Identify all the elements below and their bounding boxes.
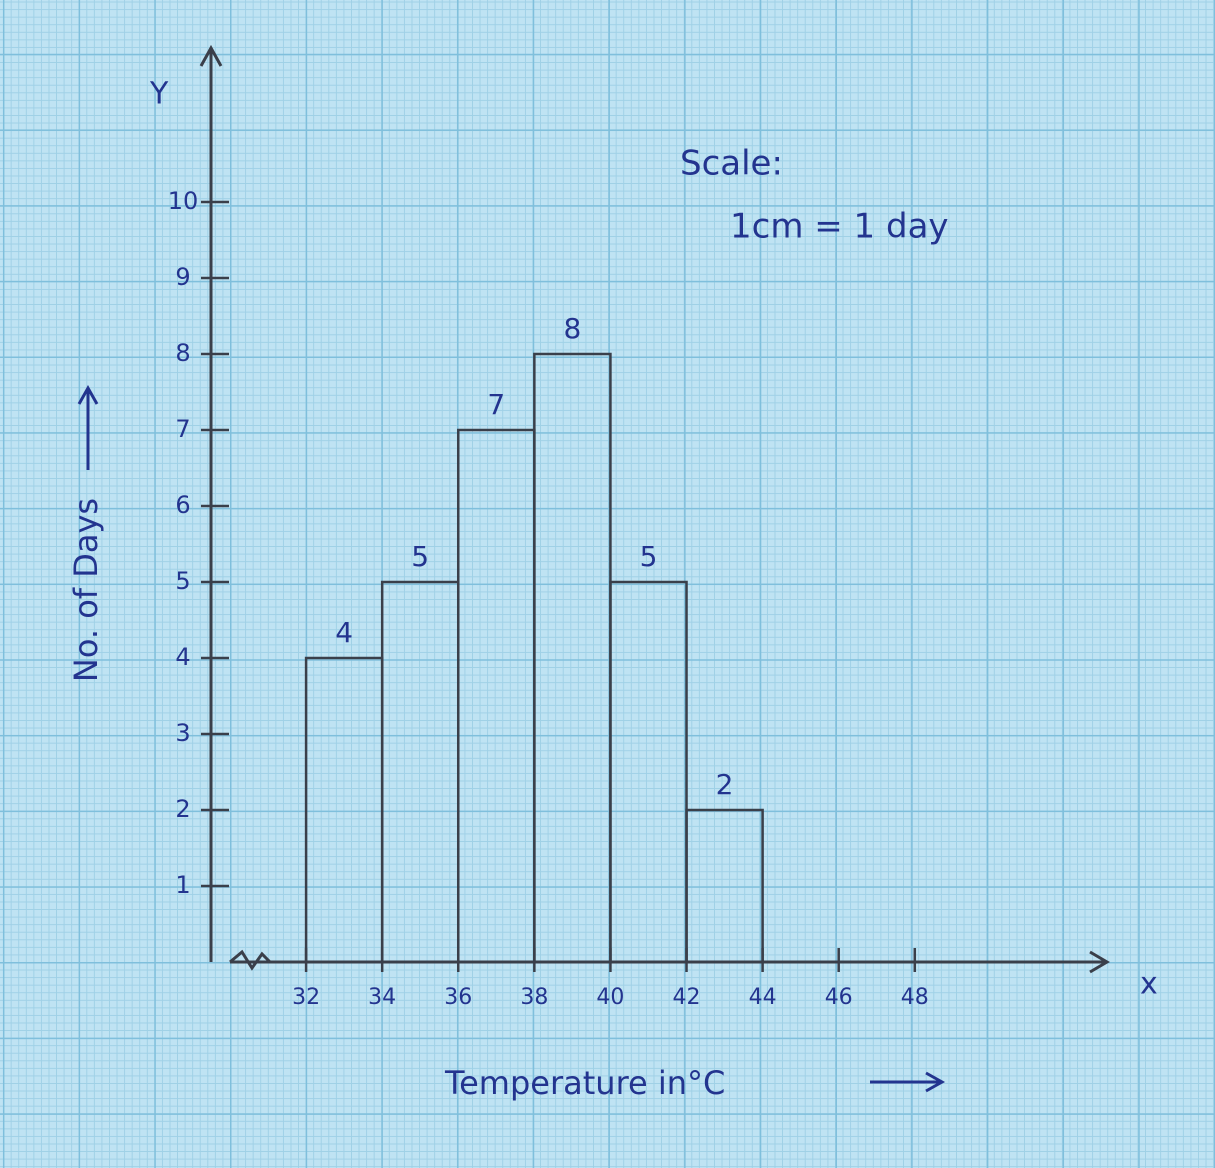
bar xyxy=(304,656,384,964)
x-tick-label: 44 xyxy=(749,985,777,1010)
y-tick-label: 8 xyxy=(175,339,190,367)
x-axis-name: x xyxy=(1140,967,1158,1002)
y-tick-label: 9 xyxy=(175,263,190,291)
x-tick-label: 46 xyxy=(825,985,853,1010)
value-label: 7 xyxy=(487,388,505,421)
x-tick-label: 38 xyxy=(520,985,548,1010)
value-label: 5 xyxy=(411,540,429,573)
bar xyxy=(533,352,612,964)
axis-break xyxy=(229,949,272,971)
x-axis-label: Temperature in°C xyxy=(444,1064,725,1102)
y-axis-label: No. of Days xyxy=(67,498,105,682)
x-tick-label: 32 xyxy=(292,985,320,1010)
x-tick-label: 34 xyxy=(368,985,396,1010)
value-label: 5 xyxy=(640,540,658,573)
y-tick-label: 3 xyxy=(175,719,190,747)
y-tick-label: 4 xyxy=(175,643,190,671)
x-tick-label: 40 xyxy=(596,985,624,1010)
y-tick-label: 2 xyxy=(175,795,190,823)
x-tick-label: 42 xyxy=(673,985,701,1010)
axes xyxy=(199,44,1110,974)
value-label: 8 xyxy=(563,312,581,345)
y-tick-label: 1 xyxy=(175,871,190,899)
bar xyxy=(609,580,688,964)
y-label-arrow xyxy=(77,384,99,470)
arrows xyxy=(77,384,946,1093)
y-tick-label: 7 xyxy=(175,415,190,443)
annotation: 1cm = 1 day xyxy=(730,207,949,247)
y-tick-label: 6 xyxy=(175,491,190,519)
annotation: Scale: xyxy=(680,144,783,184)
x-tick-label: 48 xyxy=(901,985,929,1010)
y-tick-label: 5 xyxy=(175,567,190,595)
bar xyxy=(380,580,460,964)
y-axis-name: Y xyxy=(149,77,169,112)
bar xyxy=(685,808,764,964)
x-label-arrow xyxy=(870,1071,946,1093)
y-tick-label: 10 xyxy=(168,187,199,215)
x-tick-label: 36 xyxy=(444,985,472,1010)
bar xyxy=(457,428,536,964)
value-label: 4 xyxy=(335,616,353,649)
value-label: 2 xyxy=(716,768,734,801)
